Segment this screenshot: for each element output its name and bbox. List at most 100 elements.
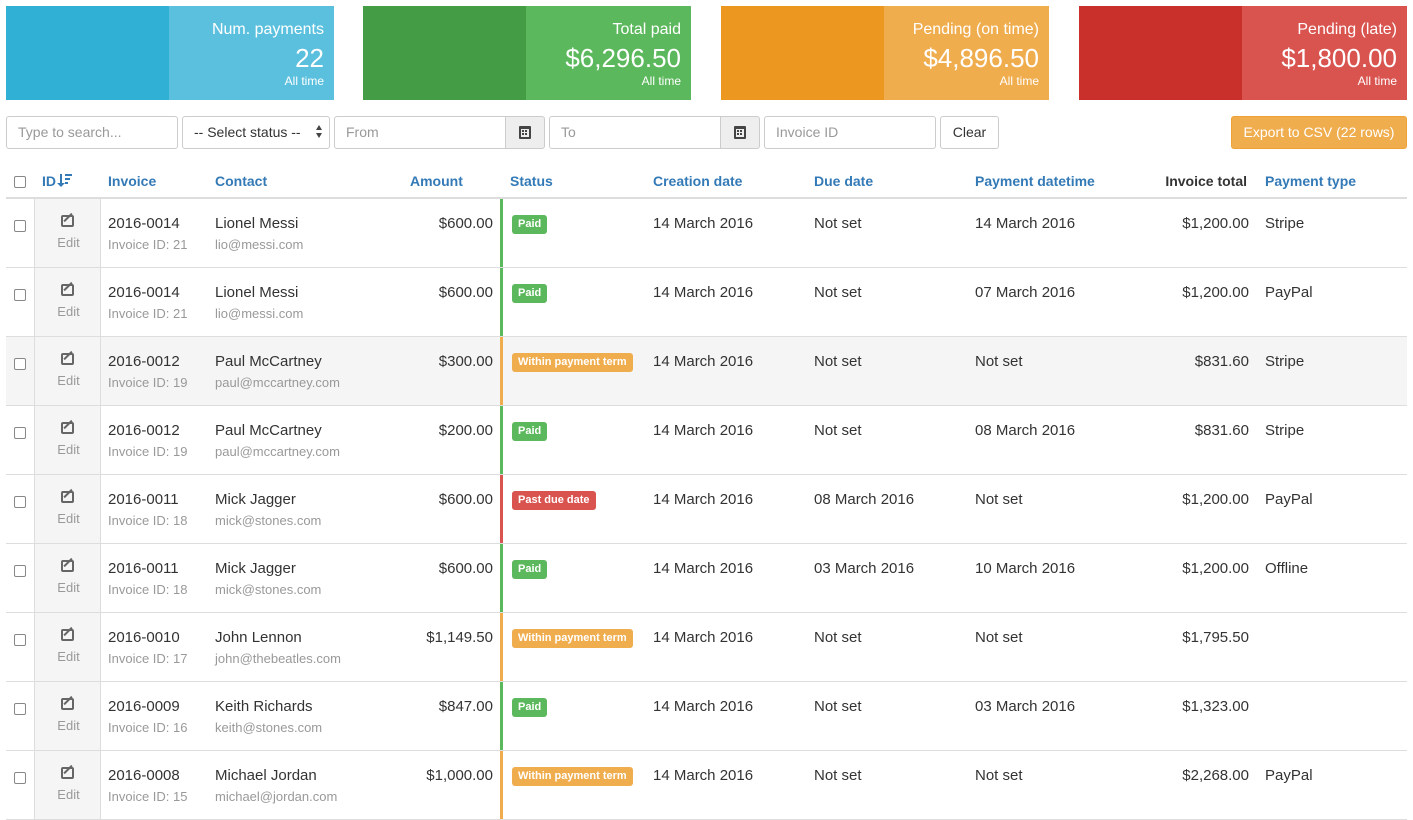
edit-icon [61,284,74,296]
contact-name[interactable]: Michael Jordan [215,767,317,784]
due-date: Not set [814,215,862,232]
sort-descending-icon[interactable] [57,174,73,187]
invoice-id-input[interactable]: Invoice ID [764,116,936,149]
row-checkbox[interactable] [14,703,26,715]
edit-button[interactable]: Edit [34,544,101,612]
edit-label: Edit [57,511,80,526]
card-info: Pending (late) $1,800.00 All time [1242,6,1407,100]
search-input[interactable]: Type to search... [6,116,178,149]
invoice-id: Invoice ID: 19 [108,444,188,459]
creation-date: 14 March 2016 [653,698,754,715]
edit-button[interactable]: Edit [34,682,101,750]
creation-date: 14 March 2016 [653,422,754,439]
row-checkbox[interactable] [14,220,26,232]
clear-button[interactable]: Clear [940,116,999,149]
payment-datetime: 03 March 2016 [975,698,1076,715]
column-header-payment-datetime[interactable]: Payment datetime [975,173,1095,189]
edit-button[interactable]: Edit [34,268,101,336]
contact-name[interactable]: Mick Jagger [215,560,296,577]
edit-button[interactable]: Edit [34,475,101,543]
row-checkbox[interactable] [14,565,26,577]
contact-name[interactable]: Paul McCartney [215,353,322,370]
edit-button[interactable]: Edit [34,406,101,474]
payment-datetime: Not set [975,767,1023,784]
payment-datetime: 10 March 2016 [975,560,1076,577]
contact-name[interactable]: Lionel Messi [215,215,299,232]
row-checkbox[interactable] [14,772,26,784]
invoice-total: $1,200.00 [1182,560,1249,577]
contact-name[interactable]: Keith Richards [215,698,313,715]
card-label: Total paid [612,21,682,38]
payments-table: ID Invoice Contact Amount Status Creatio… [6,164,1407,820]
status-indicator-bar [500,475,503,543]
row-checkbox[interactable] [14,427,26,439]
creation-date: 14 March 2016 [653,215,754,232]
edit-button[interactable]: Edit [34,199,101,267]
column-header-invoice[interactable]: Invoice [108,173,157,189]
card-pending-on-time: Pending (on time) $4,896.50 All time [721,6,1049,100]
invoice-total: $831.60 [1194,353,1249,370]
creation-date: 14 March 2016 [653,629,754,646]
payment-datetime: 07 March 2016 [975,284,1076,301]
status-indicator-bar [500,544,503,612]
card-info: Total paid $6,296.50 All time [526,6,691,100]
column-header-contact[interactable]: Contact [215,173,268,189]
row-checkbox[interactable] [14,358,26,370]
contact-email: paul@mccartney.com [215,375,340,390]
contact-email: lio@messi.com [215,237,304,252]
row-checkbox[interactable] [14,289,26,301]
row-checkbox[interactable] [14,634,26,646]
to-calendar-button[interactable] [720,116,760,149]
amount: $1,149.50 [426,629,493,646]
table-row: Edit 2016-0011 Invoice ID: 18 Mick Jagge… [6,475,1407,544]
edit-button[interactable]: Edit [34,613,101,681]
column-header-payment-type[interactable]: Payment type [1265,173,1357,189]
export-csv-button[interactable]: Export to CSV (22 rows) [1231,116,1407,149]
card-total-paid: Total paid $6,296.50 All time [363,6,691,100]
amount: $847.00 [438,698,493,715]
from-date-input[interactable]: From [334,116,506,149]
edit-button[interactable]: Edit [34,337,101,405]
amount: $300.00 [438,353,493,370]
status-select-value: -- Select status -- [194,124,301,140]
column-header-due-date[interactable]: Due date [814,173,874,189]
invoice-id: Invoice ID: 18 [108,582,188,597]
column-header-creation-date[interactable]: Creation date [653,173,743,189]
amount: $600.00 [438,491,493,508]
to-date-input[interactable]: To [549,116,721,149]
column-header-status[interactable]: Status [510,173,553,189]
select-arrows-icon [316,125,323,139]
contact-name[interactable]: Paul McCartney [215,422,322,439]
contact-name[interactable]: Lionel Messi [215,284,299,301]
table-row: Edit 2016-0014 Invoice ID: 21 Lionel Mes… [6,199,1407,268]
column-header-amount[interactable]: Amount [410,173,463,189]
status-select[interactable]: -- Select status -- [182,116,330,149]
edit-label: Edit [57,580,80,595]
column-header-label: ID [42,173,56,189]
edit-button[interactable]: Edit [34,751,101,819]
card-label: Num. payments [211,21,324,38]
card-icon-area [6,6,169,100]
contact-name[interactable]: John Lennon [215,629,302,646]
from-calendar-button[interactable] [505,116,545,149]
status-indicator-bar [500,751,503,819]
status-badge: Paid [512,560,548,579]
edit-icon [61,491,74,503]
payment-type: PayPal [1265,491,1313,508]
invoice-total: $1,200.00 [1182,491,1249,508]
card-icon-area [721,6,884,100]
due-date: Not set [814,353,862,370]
card-value: $4,896.50 [923,43,1039,73]
edit-label: Edit [57,718,80,733]
row-checkbox[interactable] [14,496,26,508]
card-period: All time [641,74,681,88]
status-badge: Paid [512,284,548,303]
amount: $1,000.00 [426,767,493,784]
amount: $600.00 [438,215,493,232]
edit-icon [61,353,74,365]
contact-name[interactable]: Mick Jagger [215,491,296,508]
payment-datetime: Not set [975,353,1023,370]
select-all-checkbox[interactable] [14,176,26,188]
column-header-id[interactable]: ID [42,173,73,189]
card-value: 22 [295,43,324,73]
